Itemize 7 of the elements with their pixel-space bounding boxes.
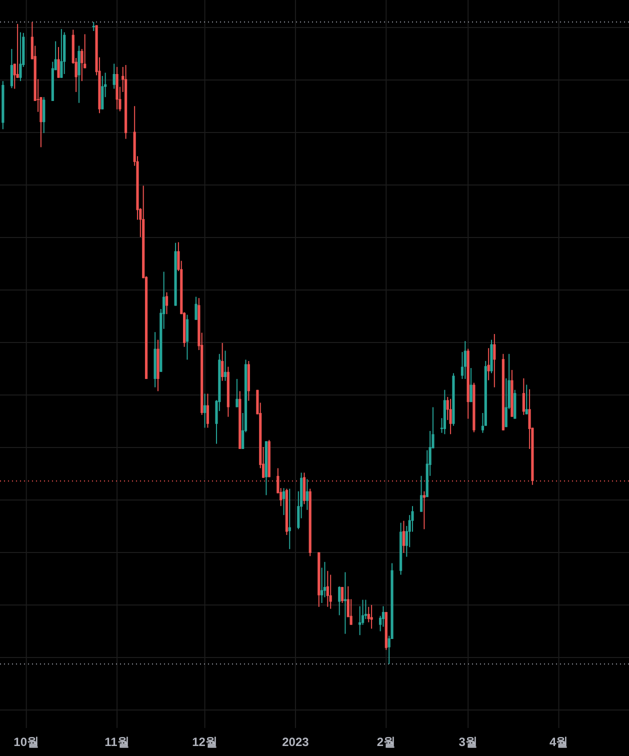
x-tick-label: 11월 xyxy=(104,735,130,749)
x-tick-label: 12월 xyxy=(192,735,218,749)
x-tick-label: 4월 xyxy=(549,735,568,749)
x-tick-label: 2023 xyxy=(282,735,310,749)
x-tick-label: 10월 xyxy=(14,735,40,749)
x-tick-label: 2월 xyxy=(376,735,396,749)
x-tick-label: 3월 xyxy=(458,735,478,749)
